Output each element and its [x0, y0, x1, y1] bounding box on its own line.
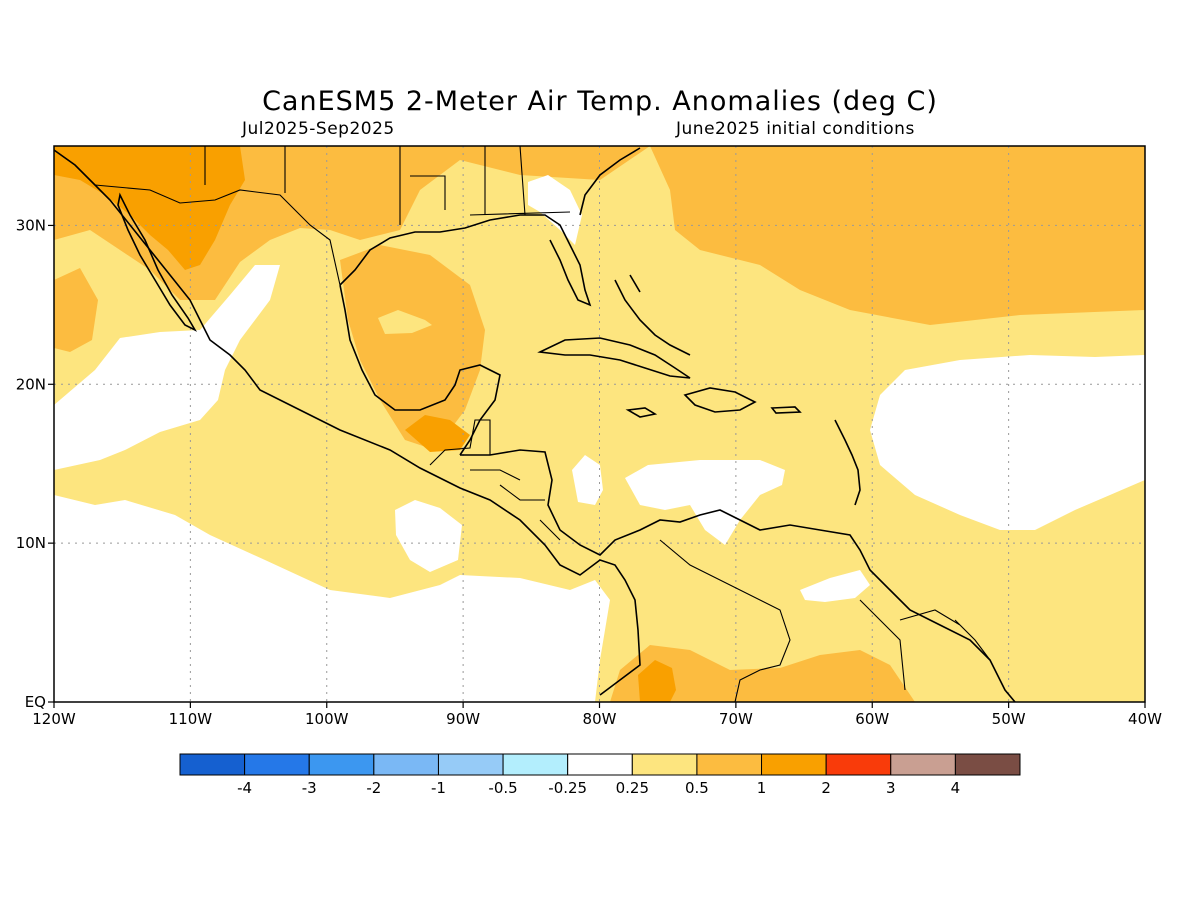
colorbar-label: -4	[237, 779, 252, 797]
colorbar-swatch	[696, 753, 763, 776]
border-colombia-venezuela	[659, 539, 791, 702]
colorbar-label: -0.25	[548, 779, 587, 797]
colorbar	[179, 753, 1021, 776]
subtitle-period: Jul2025-Sep2025	[242, 119, 395, 139]
colorbar-label: -0.5	[488, 779, 517, 797]
anomaly-region-yucatan	[405, 415, 470, 452]
colorbar-swatch	[179, 753, 246, 776]
anomaly-region-atlantic-east	[870, 355, 1145, 530]
anomaly-region-sonora	[54, 146, 245, 270]
colorbar-swatch	[437, 753, 504, 776]
colorbar-swatch	[373, 753, 439, 776]
colorbar-swatch	[567, 753, 633, 776]
anomaly-region-gulf-inner	[378, 310, 432, 334]
coastline-bahamas	[614, 274, 691, 356]
tick-label-lat: 30N	[16, 216, 46, 234]
tick-label-lon: 100W	[305, 710, 349, 728]
colorbar-label: -2	[366, 779, 381, 797]
colorbar-label: 3	[886, 779, 896, 797]
tick-label-lat: EQ	[25, 693, 46, 711]
border-us-mexico	[94, 184, 341, 286]
colorbar-labels: -4 -3 -2 -1 -0.5 -0.25 0.25 0.5 1 2 3 4	[237, 779, 960, 797]
tick-label-lon: 120W	[32, 710, 76, 728]
subtitle-initial-conditions: June2025 initial conditions	[676, 119, 915, 139]
anomaly-fill-layer	[54, 146, 1145, 702]
anomaly-region-caribbean-west	[572, 455, 603, 505]
border-guatemala	[429, 419, 491, 466]
colorbar-swatch	[761, 753, 827, 776]
colorbar-swatch	[244, 753, 310, 776]
coastline-hispaniola	[683, 387, 757, 413]
colorbar-swatch	[631, 753, 698, 776]
tick-label-lon: 40W	[1128, 710, 1162, 728]
colorbar-label: 2	[821, 779, 831, 797]
coastline-us-atlantic	[579, 147, 641, 216]
tick-label-lon: 50W	[992, 710, 1026, 728]
tick-label-lon: 90W	[446, 710, 480, 728]
anomaly-region-pacific-center	[395, 500, 462, 572]
anomaly-region-pacific-north	[54, 265, 280, 470]
anomaly-region-south-america	[610, 645, 915, 702]
coastline-lesser-antilles	[834, 419, 861, 506]
coastline-caribbean-central-america	[460, 449, 1016, 702]
colorbar-swatch	[825, 753, 892, 776]
colorbar-swatch	[890, 753, 956, 776]
anomaly-region-pacific-south	[54, 495, 610, 702]
anomaly-region-colombia	[638, 660, 676, 702]
colorbar-label: -1	[431, 779, 446, 797]
colorbar-label: 0.25	[616, 779, 649, 797]
anomaly-region-west-coast	[54, 268, 98, 352]
tick-label-lat: 20N	[16, 375, 46, 393]
border-us-states	[204, 146, 571, 225]
tick-label-lon: 80W	[583, 710, 617, 728]
tick-label-lon: 60W	[855, 710, 889, 728]
tick-label-lat: 10N	[16, 534, 46, 552]
tick-label-lon: 110W	[169, 710, 213, 728]
axis-ticks	[48, 224, 1146, 708]
colorbar-label: -3	[302, 779, 317, 797]
coastline-jamaica	[625, 407, 658, 418]
coastline-gulf-of-mexico	[339, 214, 592, 456]
colorbar-swatch	[308, 753, 375, 776]
gridlines	[54, 146, 1145, 702]
map-title: CanESM5 2-Meter Air Temp. Anomalies (deg…	[262, 86, 938, 117]
colorbar-label: 1	[757, 779, 767, 797]
colorbar-label: 0.5	[685, 779, 709, 797]
colorbar-swatch	[954, 753, 1021, 776]
border-central-america	[470, 469, 561, 541]
colorbar-swatch	[502, 753, 569, 776]
coastline-puerto-rico	[770, 406, 802, 414]
anomaly-region-caribbean-east	[625, 460, 785, 545]
anomaly-region-florida	[528, 175, 582, 245]
coastline-cuba	[537, 337, 691, 379]
anomaly-region-atlantic	[650, 146, 1145, 325]
axis-labels: 120W 110W 100W 90W 80W 70W 60W 50W 40W EQ 10N 20N 30…	[16, 216, 1162, 728]
anomaly-region-guyana	[800, 570, 870, 602]
anomaly-region-gulf	[340, 245, 485, 450]
border-guianas	[859, 599, 991, 691]
coastlines	[54, 147, 1016, 702]
coastline-baja-california	[117, 192, 198, 332]
colorbar-label: 4	[951, 779, 961, 797]
tick-label-lon: 70W	[719, 710, 753, 728]
national-borders	[94, 146, 991, 702]
